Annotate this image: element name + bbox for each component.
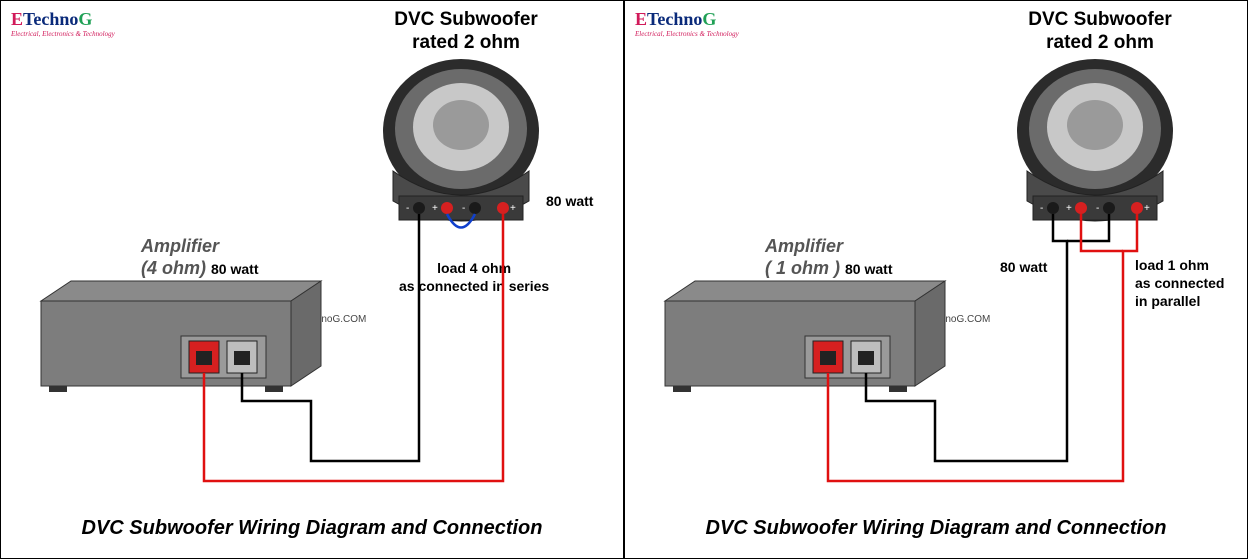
- svg-text:+: +: [432, 203, 438, 214]
- svg-text:-: -: [1040, 203, 1043, 214]
- subwoofer-icon: - + - +: [383, 59, 539, 221]
- amplifier-icon: [665, 281, 945, 392]
- panel-parallel: ETechnoG Electrical, Electronics & Techn…: [624, 0, 1248, 559]
- svg-text:-: -: [462, 203, 465, 214]
- svg-text:+: +: [1066, 203, 1072, 214]
- amplifier-icon: [41, 281, 321, 392]
- diagram-svg-right: - + - +: [625, 1, 1249, 560]
- svg-text:+: +: [1144, 203, 1150, 214]
- subwoofer-icon: - + - +: [1017, 59, 1173, 221]
- panel-series: ETechnoG Electrical, Electronics & Techn…: [0, 0, 624, 559]
- svg-text:-: -: [1096, 203, 1099, 214]
- diagram-svg-left: - + - +: [1, 1, 625, 560]
- svg-text:+: +: [510, 203, 516, 214]
- svg-text:-: -: [406, 203, 409, 214]
